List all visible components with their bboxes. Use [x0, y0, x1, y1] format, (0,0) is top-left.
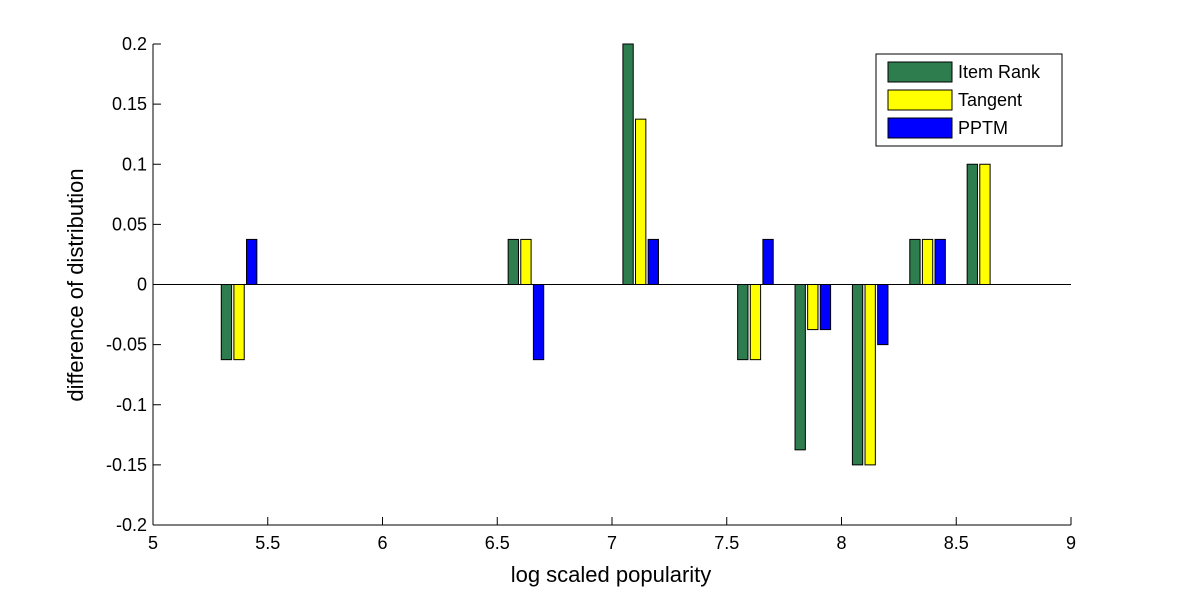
bar-pptm [762, 238, 774, 285]
bar-item-rank [220, 284, 233, 361]
x-tick-label: 6.5 [485, 533, 510, 553]
legend-swatch-item-rank [887, 61, 953, 83]
x-tick-label: 8 [836, 533, 846, 553]
bar-pptm [934, 238, 946, 285]
bar-item-rank [507, 238, 519, 285]
bar-tangent [979, 163, 991, 285]
bar-pptm [647, 238, 659, 285]
bar-item-rank [622, 43, 634, 285]
bar-pptm [532, 284, 545, 361]
x-tick-label: 9 [1066, 533, 1076, 553]
bar-pptm [819, 284, 832, 331]
bar-tangent [749, 284, 762, 361]
bar-tangent [520, 238, 532, 285]
x-tick-label: 5.5 [255, 533, 280, 553]
y-tick-label: -0.15 [106, 455, 147, 475]
bar-pptm [246, 238, 258, 285]
legend-swatch-pptm [887, 117, 953, 139]
y-tick-label: 0.15 [112, 94, 147, 114]
legend-label-tangent: Tangent [958, 90, 1022, 110]
y-tick-label: -0.05 [106, 335, 147, 355]
bar-item-rank [794, 284, 806, 451]
x-tick-label: 8.5 [944, 533, 969, 553]
y-tick-label: 0.1 [122, 154, 147, 174]
y-tick-label: -0.2 [116, 515, 147, 535]
y-tick-label: 0 [137, 275, 147, 295]
y-tick-label: -0.1 [116, 395, 147, 415]
bar-tangent [635, 118, 647, 285]
y-axis-title: difference of distribution [63, 168, 88, 401]
y-tick-label: 0.2 [122, 34, 147, 54]
x-tick-label: 5 [148, 533, 158, 553]
x-tick-label: 7 [607, 533, 617, 553]
bar-tangent [807, 284, 819, 331]
bar-item-rank [909, 238, 921, 285]
x-tick-label: 7.5 [714, 533, 739, 553]
y-tick-label: 0.05 [112, 214, 147, 234]
bar-item-rank [966, 163, 978, 285]
legend-swatch-tangent [887, 89, 953, 111]
legend-label-pptm: PPTM [958, 118, 1008, 138]
bar-pptm [877, 284, 889, 346]
legend-label-item-rank: Item Rank [958, 62, 1041, 82]
x-axis-title: log scaled popularity [511, 562, 712, 587]
bar-item-rank [737, 284, 749, 361]
bar-tangent [233, 284, 245, 361]
x-tick-label: 6 [377, 533, 387, 553]
bar-tangent [921, 238, 934, 285]
bar-tangent [864, 284, 876, 466]
bar-item-rank [851, 284, 864, 466]
